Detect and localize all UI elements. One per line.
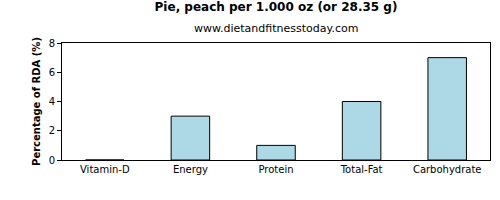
svg-text:8: 8 (49, 38, 55, 49)
svg-text:6: 6 (49, 67, 55, 78)
svg-text:Vitamin-D: Vitamin-D (80, 164, 130, 175)
svg-text:2: 2 (49, 125, 55, 136)
svg-text:4: 4 (49, 96, 55, 107)
svg-text:0: 0 (49, 155, 55, 166)
svg-text:www.dietandfitnesstoday.com: www.dietandfitnesstoday.com (194, 22, 358, 35)
svg-text:Total-Fat: Total-Fat (340, 164, 383, 175)
svg-text:Percentage of RDA (%): Percentage of RDA (%) (31, 37, 42, 166)
svg-text:Energy: Energy (173, 164, 208, 175)
svg-text:Pie, peach per 1.000 oz (or 28: Pie, peach per 1.000 oz (or 28.35 g) (155, 0, 398, 14)
svg-text:Carbohydrate: Carbohydrate (413, 164, 482, 175)
svg-text:Protein: Protein (258, 164, 293, 175)
